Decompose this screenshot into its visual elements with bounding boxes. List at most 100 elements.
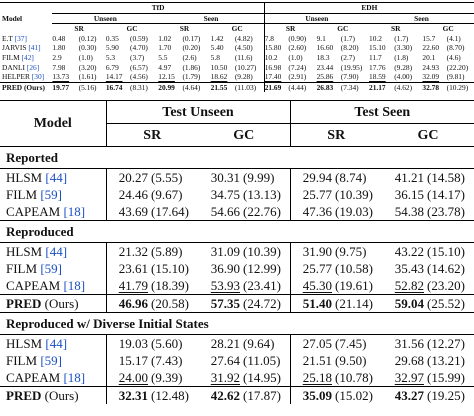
score-std: (12.27) (427, 336, 465, 351)
citation-link[interactable]: [59] (40, 187, 62, 202)
model-label: HLSM (6, 170, 43, 185)
citation-link[interactable]: [44] (45, 336, 68, 351)
model-label: FILM (6, 261, 38, 276)
model-label: HLSM (6, 336, 43, 351)
score-value: 5.40 (210, 43, 224, 53)
citation-link[interactable]: [26] (26, 62, 40, 72)
ours-suffix: (Ours) (44, 296, 79, 311)
model-label: PRED (6, 296, 42, 311)
table-row: HLSM [44] 19.03 (5.60) 28.21 (9.64) 27.05 (7.4… (0, 334, 474, 352)
score-value: 31.90 (289, 242, 335, 260)
model-label: PRED (6, 388, 42, 403)
score-std: (8.70) (446, 43, 465, 53)
score-std: (10.39) (243, 244, 281, 259)
table-row: CAPEAM [18] 24.00 (9.39) 31.92 (14.95) 25.18(… (0, 369, 474, 387)
score-value: 35.09 (289, 386, 335, 404)
main-header-test-seen: Test Seen (289, 100, 474, 124)
table-row: FILM [59] 24.46 (9.67) 34.75 (13.13) 25.77 (10… (0, 186, 474, 203)
citation-link[interactable]: [18] (63, 278, 86, 293)
citation-link[interactable]: [59] (40, 353, 62, 368)
citation-link[interactable]: [37] (14, 33, 27, 43)
score-std: (17.87) (243, 388, 281, 403)
model-label: FILM (6, 353, 38, 368)
header-sr: SR (74, 24, 84, 34)
score-value: 23.44 (316, 62, 334, 72)
model-label: FILM (6, 187, 38, 202)
header-row-datasets: Model TfD EDH (0, 2, 474, 23)
header-gc: GC (442, 24, 454, 34)
score-value: 57.35 (210, 296, 240, 311)
score-std: (14.62) (427, 261, 465, 276)
score-value: 16.60 (316, 43, 334, 53)
score-std: (15.10) (151, 261, 189, 276)
score-value: 5.3 (105, 52, 116, 62)
table-row: HELPER [30] 13.73 (1.61) 14.17 (4.56) 12.15 (1… (0, 72, 474, 83)
header-row-metrics: SR GC SR GC SR GC SR GC (0, 23, 474, 34)
score-std: (2.6) (182, 52, 197, 62)
model-label: FILM (2, 52, 20, 62)
score-value: 29.68 (394, 353, 424, 368)
score-std: (13.13) (243, 187, 281, 202)
score-std: (0.17) (182, 33, 201, 43)
citation-link[interactable]: [30] (31, 72, 45, 82)
score-value: 36.15 (394, 187, 424, 202)
score-value: 25.77 (289, 260, 335, 277)
header-tfd-seen: Seen (158, 13, 265, 25)
section-header-row: Reported (0, 146, 474, 169)
score-std: (10.39) (335, 187, 373, 202)
table-row: FILM [59] 23.61 (15.10) 36.90 (12.99) 25.77 (1… (0, 260, 474, 277)
score-std: (5.55) (151, 170, 183, 185)
score-value: 20.27 (105, 168, 151, 186)
score-value: 41.21 (394, 170, 424, 185)
score-std: (11.05) (243, 353, 281, 368)
score-value: 18.59 (369, 72, 386, 82)
score-value: 32.97 (394, 370, 424, 385)
header-sr: SR (179, 24, 190, 34)
table-row: FILM [42] 2.9 (1.0) 5.3 (3.7) 5.5 (2.6) 5.8 (11.… (0, 52, 474, 63)
score-std: (4.44) (288, 82, 307, 92)
score-std: (0.59) (130, 33, 148, 43)
score-std: (17.64) (151, 204, 189, 219)
score-value: 16.98 (263, 62, 289, 73)
model-name: FILM [42] (0, 53, 52, 63)
score-std: (2.91) (288, 72, 307, 82)
section-header-row: Reproduced (0, 220, 474, 243)
model-name: PRED (Ours) (0, 387, 106, 405)
model-name: HLSM [44] (0, 169, 106, 187)
score-std: (22.76) (243, 204, 281, 219)
score-value: 7.8 (263, 33, 289, 44)
model-name: DANLI [26] (0, 63, 52, 73)
citation-link[interactable]: [41] (28, 43, 41, 53)
score-value: 0.48 (52, 33, 66, 43)
model-label: DANLI (2, 62, 25, 72)
citation-link[interactable]: [18] (63, 204, 86, 219)
header-edh: EDH (263, 2, 474, 14)
score-value: 35.43 (394, 261, 424, 276)
header-model: Model (2, 13, 23, 23)
citation-link[interactable]: [44] (45, 170, 68, 185)
score-std: (8.31) (130, 82, 148, 92)
score-value: 43.27 (394, 388, 424, 403)
score-std: (10.29) (446, 82, 469, 92)
citation-link[interactable]: [59] (40, 261, 62, 276)
citation-link[interactable]: [18] (63, 370, 86, 385)
score-std: (13.21) (427, 353, 465, 368)
score-value: 46.96 (105, 294, 151, 313)
model-name: PRED (Ours) (0, 295, 106, 313)
score-value: 22.60 (422, 43, 440, 53)
model-name: CAPEAM [18] (0, 277, 106, 295)
score-std: (4.70) (130, 43, 148, 53)
score-value: 15.80 (263, 43, 289, 53)
score-std: (9.81) (446, 72, 465, 82)
score-value: 18.3 (316, 52, 330, 62)
score-std: (25.52) (427, 296, 465, 311)
section-title: Reproduced w/ Diverse Initial States (0, 312, 474, 335)
citation-link[interactable]: [44] (45, 244, 68, 259)
score-value: 51.40 (289, 294, 335, 313)
score-std: (7.90) (340, 72, 359, 82)
header-sr: SR (263, 23, 317, 34)
model-name: PRED (Ours) (0, 82, 52, 92)
score-value: 11.7 (369, 52, 382, 62)
citation-link[interactable]: [42] (21, 52, 34, 62)
model-label: CAPEAM (6, 204, 61, 219)
